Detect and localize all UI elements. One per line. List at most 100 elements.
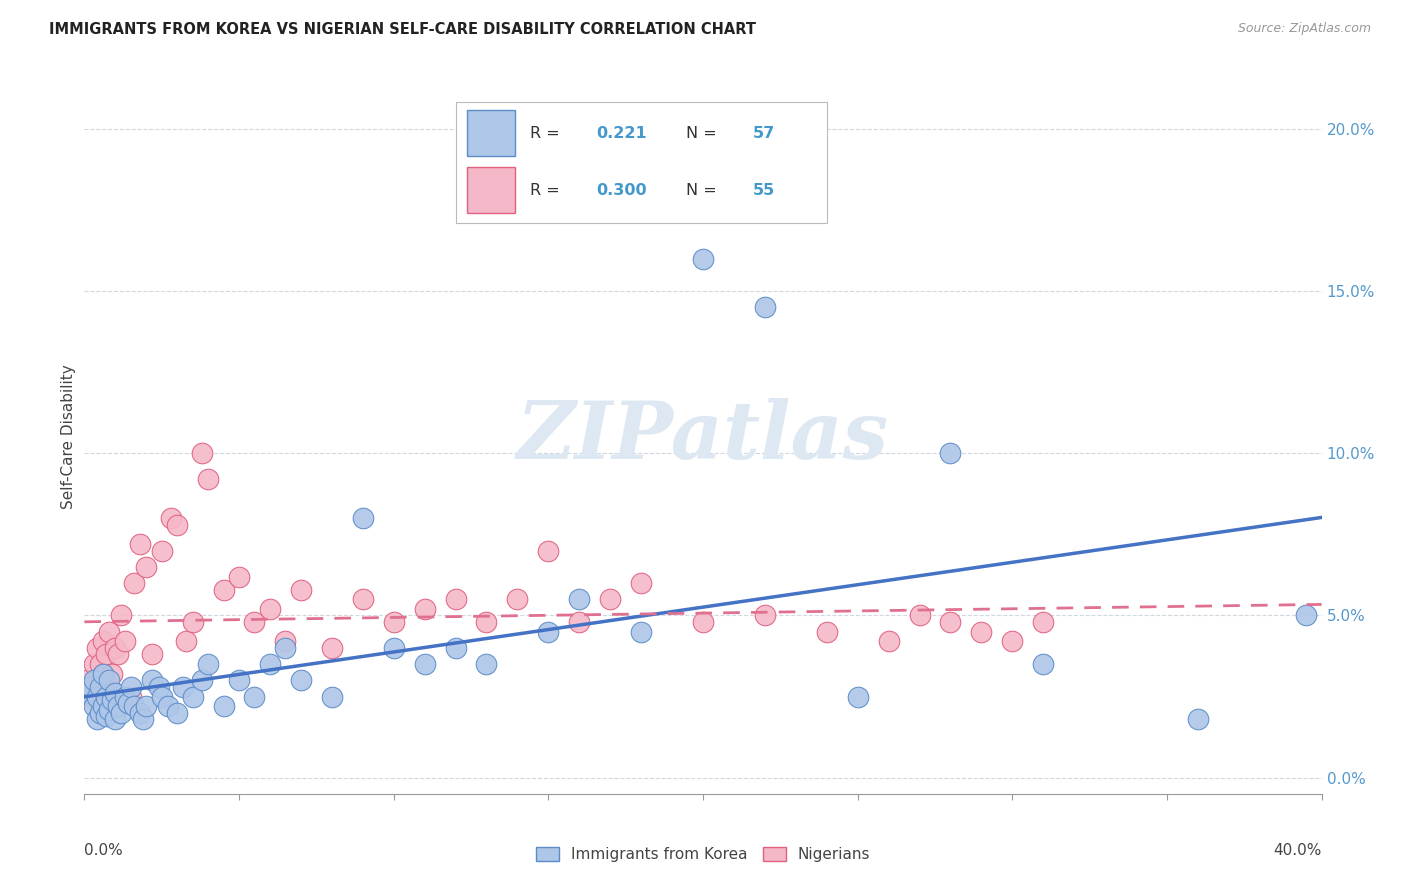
Y-axis label: Self-Care Disability: Self-Care Disability — [60, 365, 76, 509]
Point — [568, 615, 591, 629]
Point — [129, 537, 152, 551]
Point — [172, 680, 194, 694]
Point — [506, 592, 529, 607]
Point — [692, 615, 714, 629]
Point — [120, 690, 142, 704]
Point — [122, 576, 145, 591]
Point — [94, 690, 117, 704]
Point — [89, 706, 111, 720]
Point — [212, 699, 235, 714]
Point — [599, 592, 621, 607]
Point — [321, 640, 343, 655]
Point — [104, 712, 127, 726]
Point — [141, 648, 163, 662]
Point — [86, 640, 108, 655]
Point — [94, 680, 117, 694]
Point — [76, 673, 98, 688]
Point — [110, 706, 132, 720]
Point — [89, 657, 111, 672]
Point — [212, 582, 235, 597]
Point — [475, 657, 498, 672]
Point — [166, 706, 188, 720]
Point — [135, 699, 157, 714]
Point — [352, 592, 374, 607]
Point — [141, 673, 163, 688]
Point — [89, 680, 111, 694]
Point — [939, 615, 962, 629]
Point — [114, 634, 136, 648]
Point — [104, 640, 127, 655]
Legend: Immigrants from Korea, Nigerians: Immigrants from Korea, Nigerians — [530, 841, 876, 868]
Point — [274, 634, 297, 648]
Point — [413, 657, 436, 672]
Point — [86, 690, 108, 704]
Point — [83, 657, 105, 672]
Point — [181, 615, 204, 629]
Point — [135, 559, 157, 574]
Point — [91, 666, 114, 681]
Point — [290, 582, 312, 597]
Point — [98, 673, 121, 688]
Point — [181, 690, 204, 704]
Point — [243, 690, 266, 704]
Point — [132, 712, 155, 726]
Point — [630, 576, 652, 591]
Point — [89, 680, 111, 694]
Point — [129, 706, 152, 720]
Point — [120, 680, 142, 694]
Point — [259, 602, 281, 616]
Point — [537, 543, 560, 558]
Point — [1001, 634, 1024, 648]
Text: IMMIGRANTS FROM KOREA VS NIGERIAN SELF-CARE DISABILITY CORRELATION CHART: IMMIGRANTS FROM KOREA VS NIGERIAN SELF-C… — [49, 22, 756, 37]
Point — [228, 569, 250, 583]
Point — [939, 446, 962, 460]
Point — [104, 686, 127, 700]
Point — [1032, 615, 1054, 629]
Point — [101, 693, 124, 707]
Point — [692, 252, 714, 266]
Point — [122, 699, 145, 714]
Point — [107, 648, 129, 662]
Point — [274, 640, 297, 655]
Point — [444, 592, 467, 607]
Point — [160, 511, 183, 525]
Point — [86, 712, 108, 726]
Text: 0.0%: 0.0% — [84, 843, 124, 858]
Text: 40.0%: 40.0% — [1274, 843, 1322, 858]
Point — [630, 624, 652, 639]
Point — [1187, 712, 1209, 726]
Text: ZIPatlas: ZIPatlas — [517, 399, 889, 475]
Point — [91, 634, 114, 648]
Point — [98, 624, 121, 639]
Point — [568, 592, 591, 607]
Point — [228, 673, 250, 688]
Point — [117, 696, 139, 710]
Point — [1295, 608, 1317, 623]
Point — [191, 673, 214, 688]
Point — [537, 624, 560, 639]
Point — [156, 699, 179, 714]
Point — [86, 673, 108, 688]
Point — [191, 446, 214, 460]
Text: Source: ZipAtlas.com: Source: ZipAtlas.com — [1237, 22, 1371, 36]
Point — [754, 301, 776, 315]
Point — [148, 680, 170, 694]
Point — [79, 690, 101, 704]
Point — [1032, 657, 1054, 672]
Point — [413, 602, 436, 616]
Point — [107, 699, 129, 714]
Point — [243, 615, 266, 629]
Point — [197, 657, 219, 672]
Point — [877, 634, 900, 648]
Point — [94, 648, 117, 662]
Point — [98, 702, 121, 716]
Point — [815, 624, 838, 639]
Point — [110, 608, 132, 623]
Point — [352, 511, 374, 525]
Point — [846, 690, 869, 704]
Point — [114, 690, 136, 704]
Point — [754, 608, 776, 623]
Point — [76, 686, 98, 700]
Point — [94, 709, 117, 723]
Point — [101, 666, 124, 681]
